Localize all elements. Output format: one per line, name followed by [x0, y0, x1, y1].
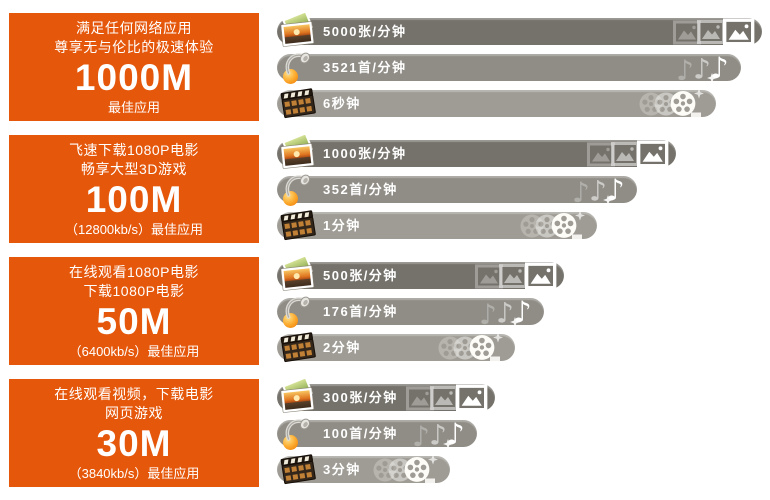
- speed-panel: 满足任何网络应用 尊享无与伦比的极速体验 1000M 最佳应用: [9, 13, 259, 121]
- speed-tier-row-30m: 在线观看视频，下载电影 网页游戏 30M （3840kb/s）最佳应用 300张…: [0, 375, 770, 487]
- picture-frames-icon: [475, 261, 559, 289]
- music-notes-icon: [572, 172, 632, 209]
- photo-stack-icon: [278, 253, 320, 293]
- photos-rate-bar: 500张/分钟: [277, 253, 564, 292]
- music-rate-bar: 176首/分钟: [277, 293, 544, 331]
- bar-label: 100首/分钟: [323, 426, 398, 441]
- rate-bars: 5000张/分钟 3521首/分钟: [277, 9, 762, 126]
- bar-label: 6秒钟: [323, 96, 361, 111]
- film-reels-icon: [438, 332, 510, 362]
- panel-line-1: 在线观看1080P电影: [69, 263, 199, 280]
- panel-line-1: 在线观看视频，下载电影: [54, 385, 214, 402]
- speed-tier-row-1000m: 满足任何网络应用 尊享无与伦比的极速体验 1000M 最佳应用 5000张/分钟: [0, 9, 770, 121]
- panel-line-2: 尊享无与伦比的极速体验: [54, 38, 214, 55]
- bar-label: 5000张/分钟: [323, 24, 407, 39]
- speed-tier-row-50m: 在线观看1080P电影 下载1080P电影 50M （6400kb/s）最佳应用…: [0, 253, 770, 365]
- panel-line-1: 满足任何网络应用: [76, 19, 192, 36]
- rate-bars: 1000张/分钟 352首/分钟: [277, 131, 676, 248]
- photo-stack-icon: [278, 375, 320, 415]
- movie-time-bar: 3分钟: [277, 454, 450, 485]
- panel-subline: 最佳应用: [107, 99, 160, 115]
- bar-label: 1分钟: [323, 218, 361, 233]
- speed-value: 30M: [96, 422, 172, 464]
- music-rate-bar: 3521首/分钟: [277, 49, 741, 87]
- movie-time-bar: 2分钟: [277, 332, 515, 363]
- panel-line-2: 网页游戏: [105, 404, 163, 421]
- picture-frames-icon: [587, 139, 671, 167]
- panel-subline: （12800kb/s）最佳应用: [65, 221, 203, 237]
- panel-line-2: 畅享大型3D游戏: [81, 160, 187, 177]
- clapperboard-icon: [279, 453, 321, 489]
- movie-time-bar: 6秒钟: [277, 88, 716, 119]
- speed-panel: 在线观看视频，下载电影 网页游戏 30M （3840kb/s）最佳应用: [9, 379, 259, 487]
- bar-label: 500张/分钟: [323, 268, 398, 283]
- music-notes-icon: [412, 416, 472, 453]
- panel-line-1: 飞速下载1080P电影: [69, 141, 199, 158]
- clapperboard-icon: [279, 87, 321, 123]
- rate-bars: 300张/分钟 100首/分钟: [277, 375, 495, 492]
- film-reels-icon: [639, 88, 711, 118]
- speed-value: 100M: [85, 178, 183, 220]
- bar-label: 176首/分钟: [323, 304, 398, 319]
- clapperboard-icon: [279, 331, 321, 367]
- music-notes-icon: [479, 294, 539, 331]
- bar-label: 2分钟: [323, 340, 361, 355]
- panel-subline: （6400kb/s）最佳应用: [68, 343, 200, 359]
- bar-label: 1000张/分钟: [323, 146, 407, 161]
- panel-line-2: 下载1080P电影: [83, 282, 185, 299]
- speed-value: 1000M: [74, 56, 194, 98]
- photos-rate-bar: 1000张/分钟: [277, 131, 676, 170]
- movie-time-bar: 1分钟: [277, 210, 597, 241]
- headphones-icon: [280, 171, 322, 208]
- speed-value: 50M: [96, 300, 172, 342]
- speed-panel: 飞速下载1080P电影 畅享大型3D游戏 100M （12800kb/s）最佳应…: [9, 135, 259, 243]
- picture-frames-icon: [406, 383, 490, 411]
- panel-subline: （3840kb/s）最佳应用: [68, 465, 200, 481]
- music-rate-bar: 100首/分钟: [277, 415, 477, 453]
- bar-label: 3分钟: [323, 462, 361, 477]
- speed-tier-row-100m: 飞速下载1080P电影 畅享大型3D游戏 100M （12800kb/s）最佳应…: [0, 131, 770, 243]
- headphones-icon: [280, 415, 322, 452]
- rate-bars: 500张/分钟 176首/分钟: [277, 253, 564, 370]
- music-notes-icon: [676, 50, 736, 87]
- photos-rate-bar: 300张/分钟: [277, 375, 495, 414]
- speed-panel: 在线观看1080P电影 下载1080P电影 50M （6400kb/s）最佳应用: [9, 257, 259, 365]
- picture-frames-icon: [673, 18, 757, 45]
- clapperboard-icon: [279, 209, 321, 245]
- photo-stack-icon: [278, 9, 320, 49]
- bar-label: 300张/分钟: [323, 390, 398, 405]
- bar-label: 352首/分钟: [323, 182, 398, 197]
- photo-stack-icon: [278, 131, 320, 171]
- music-rate-bar: 352首/分钟: [277, 171, 637, 209]
- headphones-icon: [280, 49, 322, 86]
- film-reels-icon: [373, 454, 445, 484]
- photos-rate-bar: 5000张/分钟: [277, 9, 762, 48]
- headphones-icon: [280, 293, 322, 330]
- bar-label: 3521首/分钟: [323, 60, 407, 75]
- film-reels-icon: [520, 210, 592, 240]
